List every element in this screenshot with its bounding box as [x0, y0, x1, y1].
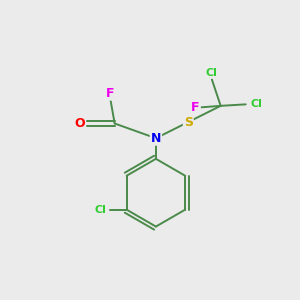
- Text: F: F: [191, 101, 199, 114]
- Text: N: N: [151, 132, 161, 145]
- Text: Cl: Cl: [250, 99, 262, 110]
- Text: Cl: Cl: [94, 205, 106, 214]
- Text: S: S: [184, 116, 193, 128]
- Text: Cl: Cl: [206, 68, 218, 78]
- Text: F: F: [106, 87, 115, 100]
- Text: O: O: [75, 117, 85, 130]
